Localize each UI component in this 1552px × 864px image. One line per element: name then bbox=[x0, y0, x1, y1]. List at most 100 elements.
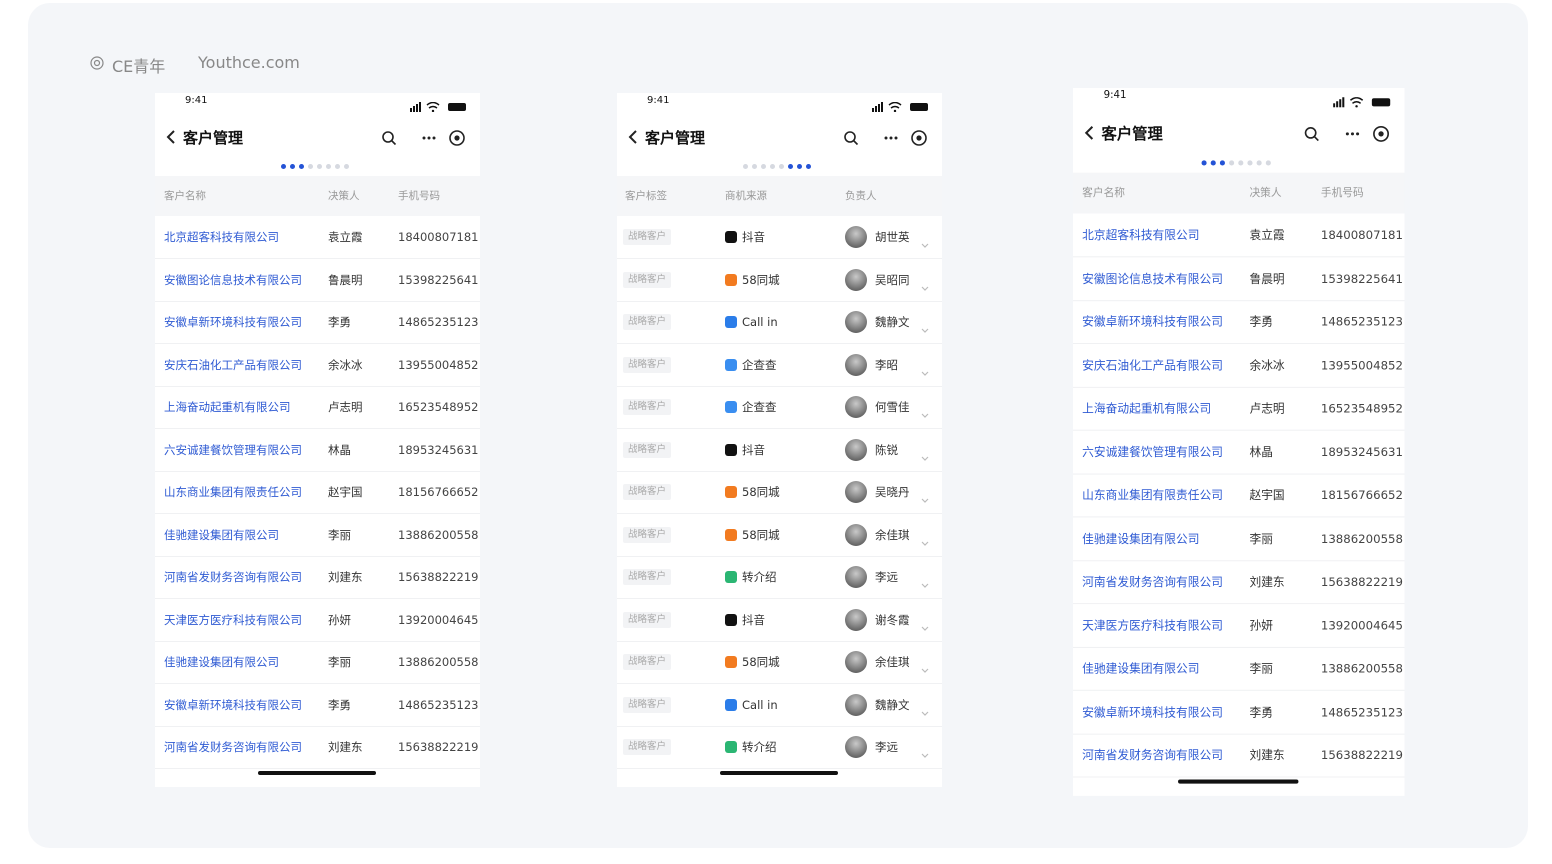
back-button[interactable] bbox=[627, 129, 639, 149]
search-button[interactable] bbox=[381, 130, 397, 150]
owner-dropdown[interactable] bbox=[921, 574, 929, 593]
table-row[interactable]: 山东商业集团有限责任公司 赵宇国 18156766652 bbox=[155, 471, 480, 514]
icon-path bbox=[894, 136, 898, 140]
table-row[interactable]: 安徽图论信息技术有限公司 鲁晨明 15398225641 bbox=[1073, 257, 1405, 301]
table-row[interactable]: 上海奋动起重机有限公司 卢志明 16523548952 bbox=[1073, 387, 1405, 431]
search-icon bbox=[1304, 126, 1319, 142]
owner-dropdown[interactable] bbox=[921, 319, 929, 338]
source-name: 转介绍 bbox=[742, 740, 777, 754]
decision-maker: 林晶 bbox=[328, 442, 351, 457]
more-button[interactable] bbox=[421, 130, 437, 150]
table-row[interactable]: 战略客户 抖音 胡世英 bbox=[617, 216, 942, 259]
owner-dropdown[interactable] bbox=[921, 702, 929, 721]
customer-name: 安徽卓新环境科技有限公司 bbox=[1082, 704, 1223, 719]
table-row[interactable]: 战略客户 58同城 余佳琪 bbox=[617, 514, 942, 557]
home-indicator bbox=[1178, 779, 1299, 784]
tag-pill: 战略客户 bbox=[623, 569, 672, 585]
customer-name: 天津医方医疗科技有限公司 bbox=[164, 612, 302, 627]
search-button[interactable] bbox=[843, 130, 859, 150]
owner-dropdown[interactable] bbox=[921, 447, 929, 466]
owner-dropdown[interactable] bbox=[921, 532, 929, 551]
table-row[interactable]: 佳驰建设集团有限公司 李丽 13886200558 bbox=[155, 514, 480, 557]
owner-avatar bbox=[845, 736, 867, 758]
table-row[interactable]: 天津医方医疗科技有限公司 孙妍 13920004645 bbox=[1073, 604, 1405, 648]
owner-dropdown[interactable] bbox=[921, 659, 929, 678]
table-row[interactable]: 战略客户 Call in 魏静文 bbox=[617, 301, 942, 344]
table-row[interactable]: 战略客户 58同城 吴昭同 bbox=[617, 259, 942, 302]
table-row[interactable]: 佳驰建设集团有限公司 李丽 13886200558 bbox=[1073, 517, 1405, 561]
phone-number: 15638822219 bbox=[398, 570, 479, 584]
table-row[interactable]: 战略客户 企查查 李昭 bbox=[617, 344, 942, 387]
table-row[interactable]: 安徽卓新环境科技有限公司 李勇 14865235123 bbox=[155, 684, 480, 727]
owner-dropdown[interactable] bbox=[921, 404, 929, 423]
icon-path bbox=[921, 286, 929, 291]
table-row[interactable]: 安徽图论信息技术有限公司 鲁晨明 15398225641 bbox=[155, 259, 480, 302]
table-row[interactable]: 河南省发财务咨询有限公司 刘建东 15638822219 bbox=[155, 556, 480, 599]
table-row[interactable]: 上海奋动起重机有限公司 卢志明 16523548952 bbox=[155, 386, 480, 429]
table-row[interactable]: 北京超客科技有限公司 袁立霞 18400807181 bbox=[1073, 213, 1405, 258]
table-row[interactable]: 佳驰建设集团有限公司 李丽 13886200558 bbox=[155, 641, 480, 684]
table-row[interactable]: 山东商业集团有限责任公司 赵宇国 18156766652 bbox=[1073, 474, 1405, 518]
status-icons bbox=[410, 101, 466, 113]
customer-name: 佳驰建设集团有限公司 bbox=[1082, 661, 1200, 676]
close-button[interactable] bbox=[1372, 125, 1390, 147]
table-row[interactable]: 天津医方医疗科技有限公司 孙妍 13920004645 bbox=[155, 599, 480, 642]
owner-name: 余佳琪 bbox=[875, 655, 910, 669]
decision-maker: 刘建东 bbox=[328, 570, 363, 584]
table-row[interactable]: 战略客户 抖音 陈锐 bbox=[617, 429, 942, 472]
icon-path bbox=[921, 583, 929, 588]
source-name: 58同城 bbox=[742, 655, 780, 669]
table-row[interactable]: 安庆石油化工产品有限公司 余冰冰 13955004852 bbox=[1073, 344, 1405, 388]
page-dot bbox=[290, 164, 295, 169]
table-row[interactable]: 战略客户 抖音 谢冬霞 bbox=[617, 599, 942, 642]
decision-maker: 卢志明 bbox=[1249, 401, 1285, 416]
icon-path bbox=[889, 136, 893, 140]
table-row[interactable]: 河南省发财务咨询有限公司 刘建东 15638822219 bbox=[1073, 560, 1405, 605]
search-button[interactable] bbox=[1304, 126, 1320, 146]
page-dot bbox=[770, 164, 775, 169]
table-row[interactable]: 安庆石油化工产品有限公司 余冰冰 13955004852 bbox=[155, 344, 480, 387]
owner-avatar bbox=[845, 268, 867, 291]
table-row[interactable]: 六安诚建餐饮管理有限公司 林晶 18953245631 bbox=[1073, 430, 1405, 475]
search-icon bbox=[382, 131, 397, 146]
decision-maker: 孙妍 bbox=[1249, 617, 1273, 633]
table-row[interactable]: 安徽卓新环境科技有限公司 李勇 14865235123 bbox=[155, 301, 480, 344]
page-title: 客户管理 bbox=[1101, 124, 1163, 144]
icon-path bbox=[1333, 103, 1336, 108]
decision-maker: 李丽 bbox=[328, 527, 351, 542]
more-button[interactable] bbox=[883, 130, 899, 150]
table-row[interactable]: 战略客户 Call in 魏静文 bbox=[617, 684, 942, 727]
table-row[interactable]: 战略客户 企查查 何雪佳 bbox=[617, 386, 942, 429]
close-button[interactable] bbox=[448, 129, 466, 151]
customer-name: 河南省发财务咨询有限公司 bbox=[164, 570, 302, 584]
owner-dropdown[interactable] bbox=[921, 277, 929, 296]
table-row[interactable]: 河南省发财务咨询有限公司 刘建东 15638822219 bbox=[155, 726, 480, 769]
more-button[interactable] bbox=[1344, 126, 1360, 146]
table-row[interactable]: 佳驰建设集团有限公司 李丽 13886200558 bbox=[1073, 647, 1405, 691]
page-dot bbox=[761, 164, 766, 169]
close-mini-icon bbox=[911, 130, 927, 146]
table-row[interactable]: 战略客户 58同城 余佳琪 bbox=[617, 641, 942, 684]
table-row[interactable]: 六安诚建餐饮管理有限公司 林晶 18953245631 bbox=[155, 429, 480, 472]
owner-dropdown[interactable] bbox=[921, 744, 929, 763]
table-row[interactable]: 河南省发财务咨询有限公司 刘建东 15638822219 bbox=[1073, 734, 1405, 778]
close-button[interactable] bbox=[910, 129, 928, 151]
table-row[interactable]: 战略客户 转介绍 李远 bbox=[617, 556, 942, 599]
owner-dropdown[interactable] bbox=[921, 617, 929, 636]
icon-path bbox=[881, 102, 883, 112]
table-row[interactable]: 安徽卓新环境科技有限公司 李勇 14865235123 bbox=[1073, 690, 1405, 735]
table-row[interactable]: 安徽卓新环境科技有限公司 李勇 14865235123 bbox=[1073, 300, 1405, 345]
dropdown-icon bbox=[921, 371, 929, 376]
icon-path bbox=[1356, 132, 1360, 136]
owner-dropdown[interactable] bbox=[921, 234, 929, 253]
table-row[interactable]: 北京超客科技有限公司 袁立霞 18400807181 bbox=[155, 216, 480, 259]
back-button[interactable] bbox=[165, 129, 177, 149]
back-button[interactable] bbox=[1083, 125, 1095, 145]
icon-path bbox=[426, 101, 440, 109]
customer-name: 安徽卓新环境科技有限公司 bbox=[1082, 314, 1223, 329]
table-row[interactable]: 战略客户 58同城 吴晓丹 bbox=[617, 471, 942, 514]
owner-dropdown[interactable] bbox=[921, 489, 929, 508]
table-row[interactable]: 战略客户 转介绍 李远 bbox=[617, 726, 942, 769]
owner-dropdown[interactable] bbox=[921, 362, 929, 381]
status-time: 9:41 bbox=[1103, 90, 1127, 102]
